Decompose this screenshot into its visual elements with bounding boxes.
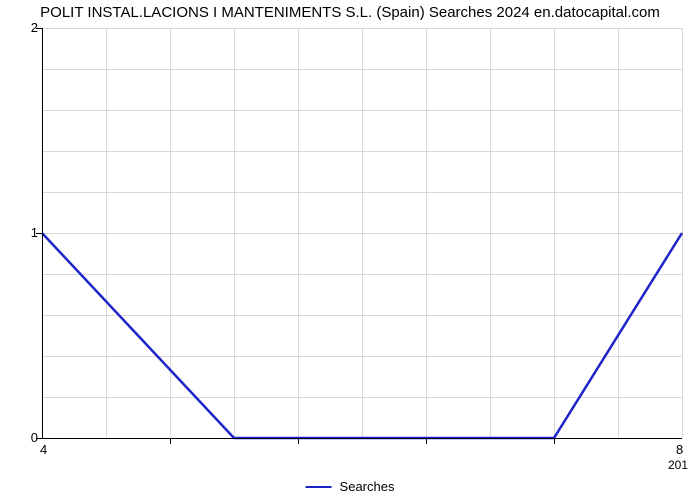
series-line-layer bbox=[42, 28, 682, 438]
x-label-max: 8 bbox=[676, 442, 683, 457]
y-tick-0: 0 bbox=[4, 430, 38, 445]
gridline-v bbox=[682, 28, 683, 438]
legend-label: Searches bbox=[340, 479, 395, 494]
x-sub-label: 201 bbox=[668, 458, 688, 472]
x-axis bbox=[42, 438, 682, 439]
plot-area bbox=[42, 28, 682, 438]
series-line bbox=[42, 233, 682, 438]
y-tick-1: 1 bbox=[4, 225, 38, 240]
chart-title: POLIT INSTAL.LACIONS I MANTENIMENTS S.L.… bbox=[40, 4, 660, 21]
legend: Searches bbox=[306, 479, 395, 494]
y-axis bbox=[42, 28, 43, 438]
x-label-min: 4 bbox=[40, 442, 47, 457]
chart-container: POLIT INSTAL.LACIONS I MANTENIMENTS S.L.… bbox=[0, 0, 700, 500]
y-tick-2: 2 bbox=[4, 20, 38, 35]
legend-swatch bbox=[306, 486, 332, 488]
